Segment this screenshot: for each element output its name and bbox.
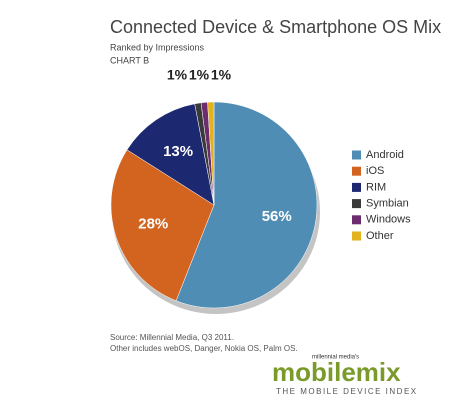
- value-label: 1%: [211, 67, 232, 83]
- legend-label: RIM: [366, 181, 386, 193]
- legend-label: Symbian: [366, 198, 409, 210]
- note: Other includes webOS, Danger, Nokia OS, …: [110, 344, 298, 353]
- legend-swatch: [352, 231, 361, 241]
- legend-swatch: [352, 199, 361, 209]
- chart-subtitle: Ranked by Impressions: [110, 42, 205, 52]
- value-label: 28%: [138, 216, 168, 233]
- logo-name: mobilemix: [272, 357, 401, 387]
- pie: [110, 101, 318, 309]
- pie-slice: [175, 101, 318, 309]
- legend-label: Windows: [366, 214, 411, 226]
- chart-label: CHART B: [110, 55, 149, 65]
- value-label: 1%: [167, 67, 188, 83]
- pie-slice: [207, 101, 215, 206]
- legend-swatch: [352, 215, 361, 225]
- value-label: 13%: [163, 143, 193, 160]
- chart-title: Connected Device & Smartphone OS Mix: [110, 17, 441, 37]
- legend-label: iOS: [366, 165, 384, 177]
- legend: Android iOS RIM Symbian Windows Other: [352, 149, 411, 242]
- value-label: 1%: [189, 67, 210, 83]
- pie-slice: [126, 103, 215, 206]
- source: Source: Millennial Media, Q3 2011.: [110, 333, 234, 342]
- legend-label: Other: [366, 230, 394, 242]
- legend-label: Android: [366, 149, 404, 161]
- logo-byline: millennial media's: [312, 355, 359, 361]
- logo-tagline: THE MOBILE DEVICE INDEX: [276, 387, 418, 396]
- value-label: 56%: [262, 208, 292, 225]
- pie-slice: [110, 149, 215, 302]
- legend-swatch: [352, 150, 361, 160]
- legend-swatch: [352, 166, 361, 176]
- pie-labels: 56%28%13%1% 1% 1%: [138, 67, 291, 233]
- legend-swatch: [352, 182, 361, 192]
